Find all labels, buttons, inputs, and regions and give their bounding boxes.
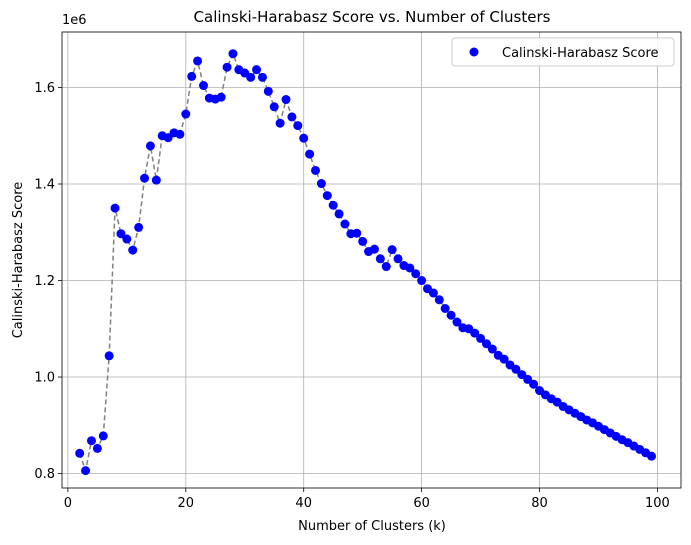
x-axis-label: Number of Clusters (k) (298, 519, 446, 534)
data-point (476, 333, 486, 343)
legend: Calinski-Harabasz Score (451, 37, 675, 67)
x-ticks: 0 20 40 60 80 100 (64, 488, 670, 511)
data-point (293, 121, 303, 131)
data-point (487, 344, 497, 354)
data-point (216, 92, 226, 102)
data-point (529, 379, 539, 389)
data-point (175, 129, 185, 139)
data-point (328, 200, 338, 210)
data-point (387, 245, 397, 255)
data-point (369, 244, 379, 254)
data-point (393, 254, 403, 264)
data-point (151, 175, 161, 185)
data-point (198, 81, 208, 91)
data-point (110, 203, 120, 213)
x-tick-label: 20 (178, 496, 195, 511)
data-point (352, 228, 362, 238)
data-point (446, 310, 456, 320)
data-point (222, 62, 232, 72)
data-point (187, 71, 197, 81)
data-point (299, 133, 309, 143)
x-tick-label: 80 (531, 496, 548, 511)
data-point (511, 364, 521, 374)
data-point (104, 351, 114, 361)
legend-marker (469, 47, 479, 57)
data-point (116, 229, 126, 239)
data-point (181, 109, 191, 119)
data-point (440, 304, 450, 313)
data-point (481, 339, 491, 349)
data-point (375, 254, 385, 264)
data-point (275, 118, 285, 128)
data-point (92, 443, 102, 453)
y-axis-label: Calinski-Harabasz Score (11, 182, 26, 339)
data-point (281, 95, 291, 105)
data-point (322, 191, 332, 201)
y-ticks: 0.8 1.0 1.2 1.4 1.6 (34, 81, 62, 482)
y-tick-label: 1.0 (34, 371, 55, 386)
data-point (128, 245, 138, 255)
legend-entry: Calinski-Harabasz Score (502, 46, 659, 61)
y-tick-label: 1.6 (34, 81, 55, 96)
data-point (381, 262, 391, 272)
chart-title: Calinski-Harabasz Score vs. Number of Cl… (194, 8, 551, 26)
data-point (86, 436, 96, 446)
data-point (257, 72, 267, 82)
data-point (228, 49, 238, 59)
x-tick-label: 0 (64, 496, 72, 511)
data-point (287, 112, 297, 122)
y-tick-label: 1.2 (34, 274, 55, 289)
x-tick-label: 100 (645, 496, 670, 511)
data-points (75, 49, 657, 476)
data-point (405, 263, 415, 273)
data-point (428, 288, 438, 298)
data-point (75, 448, 85, 458)
data-point (647, 451, 657, 461)
data-point (140, 173, 150, 183)
data-point (316, 179, 326, 189)
data-point (193, 56, 203, 66)
data-point (470, 328, 480, 338)
plot-frame (61, 31, 682, 489)
data-point (134, 222, 144, 232)
data-point (358, 236, 368, 246)
data-point (452, 317, 462, 327)
y-tick-label: 0.8 (34, 467, 55, 482)
data-point (417, 276, 427, 286)
data-point (246, 72, 256, 82)
data-point (122, 234, 132, 244)
data-point (334, 209, 344, 219)
y-offset-label: 1e6 (62, 13, 87, 28)
data-point (411, 269, 421, 279)
data-point (252, 65, 262, 75)
grid (62, 32, 681, 488)
data-point (263, 86, 273, 96)
data-point (311, 165, 320, 175)
data-point (81, 466, 91, 476)
x-tick-label: 60 (413, 496, 430, 511)
data-point (434, 295, 444, 305)
data-point (305, 149, 315, 159)
data-point (145, 141, 155, 151)
data-point (269, 102, 279, 112)
data-point (98, 431, 108, 441)
y-tick-label: 1.4 (34, 178, 55, 193)
x-tick-label: 40 (295, 496, 312, 511)
data-point (499, 354, 509, 364)
data-point (340, 219, 350, 229)
legend-box (451, 37, 675, 67)
